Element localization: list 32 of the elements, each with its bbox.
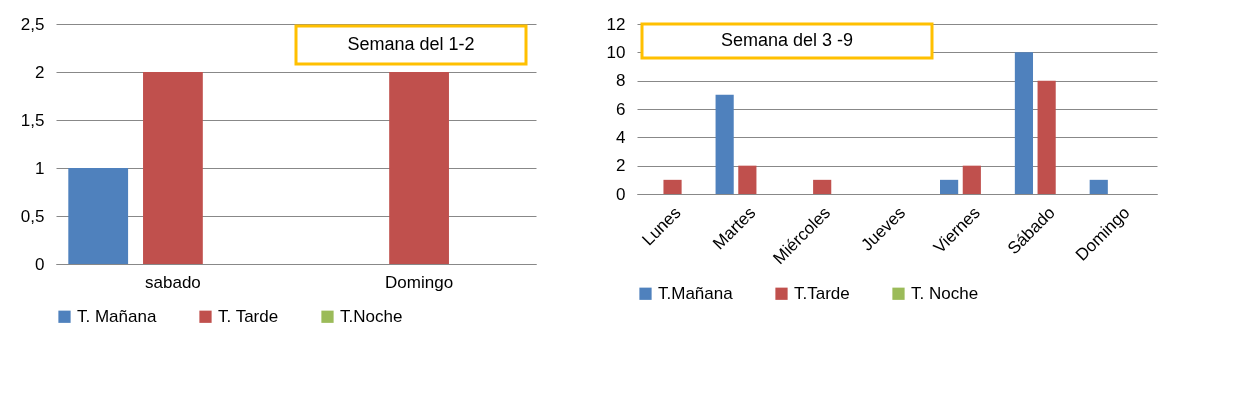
y-tick-label: 0 xyxy=(35,254,45,274)
bar xyxy=(1014,52,1034,194)
y-tick-label: 1 xyxy=(35,158,45,178)
bar xyxy=(962,165,981,194)
legend-label: T.Tarde xyxy=(794,283,850,303)
bar xyxy=(715,94,734,194)
y-tick-label: 6 xyxy=(616,99,626,119)
y-tick-label: 2,5 xyxy=(20,14,45,34)
y-tick-label: 0,5 xyxy=(20,206,45,226)
bar xyxy=(813,179,832,194)
bar xyxy=(940,179,959,194)
bar xyxy=(1089,179,1108,194)
x-tick-label: Domingo xyxy=(385,272,454,292)
y-tick-label: 2 xyxy=(616,156,626,176)
chart-title: Semana del 3 -9 xyxy=(720,30,854,50)
bar xyxy=(1037,80,1056,194)
bar xyxy=(738,165,757,194)
text: Semana del 1-2 xyxy=(347,34,475,54)
bar xyxy=(663,179,682,194)
y-tick-label: 2 xyxy=(35,62,45,82)
y-tick-label: 8 xyxy=(616,71,626,91)
y-tick-label: 4 xyxy=(616,127,626,147)
legend-label: T. Mañana xyxy=(77,306,157,326)
x-tick-label: sabado xyxy=(145,272,201,292)
legend-label: T. Noche xyxy=(911,283,979,303)
legend-label: T. Tarde xyxy=(218,306,279,326)
legend-label: T.Mañana xyxy=(658,283,734,303)
y-tick-label: 10 xyxy=(606,42,626,62)
legend-label: T.Noche xyxy=(340,306,403,326)
y-tick-label: 0 xyxy=(616,184,626,204)
y-tick-label: 12 xyxy=(606,14,626,34)
y-tick-label: 1,5 xyxy=(20,110,45,130)
